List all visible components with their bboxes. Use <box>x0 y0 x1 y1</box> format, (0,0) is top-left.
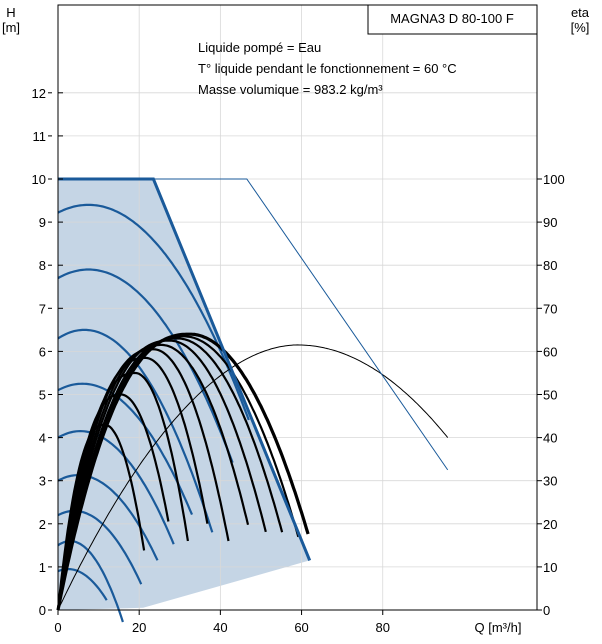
y-right-tick-label: 20 <box>543 517 557 532</box>
annotation-liquid: Liquide pompé = Eau <box>198 40 321 55</box>
y-left-tick-label: 10 <box>32 172 46 187</box>
efficiency-curve <box>56 332 310 611</box>
y-right-tick-label: 50 <box>543 388 557 403</box>
y-left-tick-label: 12 <box>32 86 46 101</box>
chart-title: MAGNA3 D 80-100 F <box>390 11 514 26</box>
annotation-temperature: T° liquide pendant le fonctionnement = 6… <box>198 61 457 76</box>
x-tick-label: 20 <box>132 620 146 635</box>
y-left-tick-label: 5 <box>39 388 46 403</box>
efficiency-curve <box>56 348 230 611</box>
y-right-tick-label: 10 <box>543 560 557 575</box>
y-left-label-symbol: H <box>6 5 15 20</box>
y-right-tick-label: 100 <box>543 172 565 187</box>
y-left-tick-label: 8 <box>39 258 46 273</box>
y-right-label-unit: [%] <box>571 20 590 35</box>
x-tick-label: 80 <box>376 620 390 635</box>
y-right-tick-label: 70 <box>543 301 557 316</box>
y-left-tick-label: 2 <box>39 517 46 532</box>
y-left-tick-label: 3 <box>39 474 46 489</box>
y-right-tick-label: 80 <box>543 258 557 273</box>
x-axis-label: Q [m³/h] <box>475 620 522 635</box>
y-left-tick-label: 6 <box>39 344 46 359</box>
y-left-tick-label: 11 <box>33 129 47 144</box>
x-tick-label: 40 <box>213 620 227 635</box>
y-right-tick-label: 0 <box>543 603 550 618</box>
y-right-tick-label: 60 <box>543 344 557 359</box>
gridlines-layer <box>58 5 537 610</box>
y-left-tick-label: 1 <box>39 560 46 575</box>
annotation-density: Masse volumique = 983.2 kg/m³ <box>198 82 383 97</box>
y-left-tick-label: 0 <box>39 603 46 618</box>
head-curve <box>57 382 194 516</box>
head-curve <box>57 429 175 545</box>
y-left-label-unit: [m] <box>2 20 20 35</box>
y-right-tick-label: 40 <box>543 431 557 446</box>
y-left-tick-label: 4 <box>39 431 46 446</box>
x-tick-label: 0 <box>54 620 61 635</box>
efficiency-curve-dual <box>57 344 449 611</box>
y-right-label-symbol: eta <box>571 5 590 20</box>
head-curve-max-dual <box>58 178 449 471</box>
y-left-tick-label: 9 <box>39 215 46 230</box>
efficiency-curve <box>56 393 170 611</box>
title-box <box>367 4 538 35</box>
y-right-tick-label: 90 <box>543 215 557 230</box>
x-tick-label: 60 <box>294 620 308 635</box>
y-right-tick-label: 30 <box>543 474 557 489</box>
plot-frame <box>57 4 538 611</box>
efficiency-curves-layer <box>56 332 449 611</box>
max-curves-layer <box>58 177 449 561</box>
y-left-tick-label: 7 <box>39 301 46 316</box>
head-curve <box>57 268 234 463</box>
